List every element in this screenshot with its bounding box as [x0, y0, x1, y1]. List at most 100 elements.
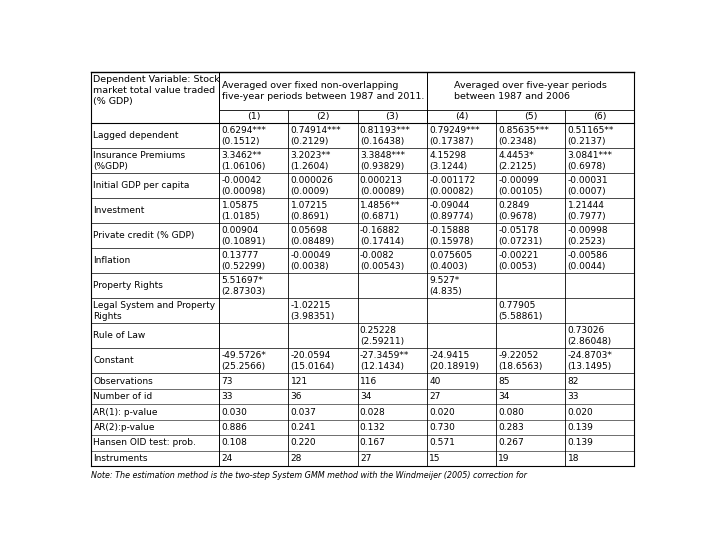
Text: 0.020: 0.020 — [567, 407, 593, 417]
Text: 0.886: 0.886 — [222, 423, 247, 432]
Text: 0.075605
(0.4003): 0.075605 (0.4003) — [429, 251, 472, 271]
Text: 34: 34 — [360, 392, 371, 401]
Text: 0.220: 0.220 — [291, 438, 316, 448]
Text: -0.00031
(0.0007): -0.00031 (0.0007) — [567, 176, 608, 196]
Text: 1.4856**
(0.6871): 1.4856** (0.6871) — [360, 201, 400, 221]
Text: Private credit (% GDP): Private credit (% GDP) — [93, 231, 195, 240]
Text: Dependent Variable: Stock
market total value traded
(% GDP): Dependent Variable: Stock market total v… — [93, 75, 220, 106]
Text: 121: 121 — [291, 376, 308, 386]
Text: 4.15298
(3.1244): 4.15298 (3.1244) — [429, 151, 467, 171]
Text: 33: 33 — [567, 392, 579, 401]
Text: -0.001172
(0.00082): -0.001172 (0.00082) — [429, 176, 475, 196]
Text: -24.9415
(20.18919): -24.9415 (20.18919) — [429, 351, 479, 371]
Text: -0.05178
(0.07231): -0.05178 (0.07231) — [498, 226, 542, 246]
Text: 116: 116 — [360, 376, 377, 386]
Text: 0.77905
(5.58861): 0.77905 (5.58861) — [498, 301, 542, 321]
Text: 34: 34 — [498, 392, 510, 401]
Text: -20.0594
(15.0164): -20.0594 (15.0164) — [291, 351, 335, 371]
Text: 33: 33 — [222, 392, 233, 401]
Text: 0.51165**
(0.2137): 0.51165** (0.2137) — [567, 126, 614, 146]
Text: 0.080: 0.080 — [498, 407, 524, 417]
Text: 18: 18 — [567, 454, 579, 463]
Text: (1): (1) — [247, 112, 261, 121]
Text: 0.05698
(0.08489): 0.05698 (0.08489) — [291, 226, 335, 246]
Text: -0.00099
(0.00105): -0.00099 (0.00105) — [498, 176, 542, 196]
Text: 9.527*
(4.835): 9.527* (4.835) — [429, 276, 462, 296]
Text: 36: 36 — [291, 392, 302, 401]
Text: 3.3462**
(1.06106): 3.3462** (1.06106) — [222, 151, 266, 171]
Text: -27.3459**
(12.1434): -27.3459** (12.1434) — [360, 351, 409, 371]
Text: 15: 15 — [429, 454, 440, 463]
Text: 1.21444
(0.7977): 1.21444 (0.7977) — [567, 201, 606, 221]
Text: 0.6294***
(0.1512): 0.6294*** (0.1512) — [222, 126, 266, 146]
Text: Initial GDP per capita: Initial GDP per capita — [93, 181, 190, 190]
Text: 85: 85 — [498, 376, 510, 386]
Text: 0.74914***
(0.2129): 0.74914*** (0.2129) — [291, 126, 341, 146]
Text: -0.16882
(0.17414): -0.16882 (0.17414) — [360, 226, 404, 246]
Text: 0.037: 0.037 — [291, 407, 316, 417]
Text: 0.139: 0.139 — [567, 423, 593, 432]
Text: -0.00998
(0.2523): -0.00998 (0.2523) — [567, 226, 608, 246]
Text: Note: The estimation method is the two-step System GMM method with the Windmeije: Note: The estimation method is the two-s… — [91, 471, 527, 480]
Text: Insurance Premiums
(%GDP): Insurance Premiums (%GDP) — [93, 151, 185, 171]
Text: 0.028: 0.028 — [360, 407, 386, 417]
Text: -0.0082
(0.00543): -0.0082 (0.00543) — [360, 251, 404, 271]
Text: Investment: Investment — [93, 206, 145, 215]
Text: 0.241: 0.241 — [291, 423, 316, 432]
Text: AR(2):p-value: AR(2):p-value — [93, 423, 155, 432]
Text: 82: 82 — [567, 376, 579, 386]
Text: 0.2849
(0.9678): 0.2849 (0.9678) — [498, 201, 537, 221]
Text: Observations: Observations — [93, 376, 153, 386]
Text: -0.09044
(0.89774): -0.09044 (0.89774) — [429, 201, 474, 221]
Text: (5): (5) — [524, 112, 537, 121]
Text: 73: 73 — [222, 376, 233, 386]
Text: 40: 40 — [429, 376, 440, 386]
Text: 0.132: 0.132 — [360, 423, 386, 432]
Text: 3.2023**
(1.2604): 3.2023** (1.2604) — [291, 151, 331, 171]
Text: (4): (4) — [455, 112, 468, 121]
Text: 0.73026
(2.86048): 0.73026 (2.86048) — [567, 326, 612, 346]
Text: (3): (3) — [385, 112, 399, 121]
Text: -0.00049
(0.0038): -0.00049 (0.0038) — [291, 251, 331, 271]
Text: 0.030: 0.030 — [222, 407, 247, 417]
Text: 1.05875
(1.0185): 1.05875 (1.0185) — [222, 201, 260, 221]
Text: Constant: Constant — [93, 356, 134, 366]
Text: (6): (6) — [593, 112, 607, 121]
Text: Hansen OID test: prob.: Hansen OID test: prob. — [93, 438, 196, 448]
Text: AR(1): p-value: AR(1): p-value — [93, 407, 158, 417]
Text: 0.730: 0.730 — [429, 423, 455, 432]
Text: 4.4453*
(2.2125): 4.4453* (2.2125) — [498, 151, 537, 171]
Text: -49.5726*
(25.2566): -49.5726* (25.2566) — [222, 351, 266, 371]
Text: Rule of Law: Rule of Law — [93, 331, 146, 341]
Text: Instruments: Instruments — [93, 454, 148, 463]
Text: Averaged over five-year periods
between 1987 and 2006: Averaged over five-year periods between … — [455, 81, 607, 101]
Text: 5.51697*
(2.87303): 5.51697* (2.87303) — [222, 276, 266, 296]
Text: 27: 27 — [429, 392, 440, 401]
Text: -0.15888
(0.15978): -0.15888 (0.15978) — [429, 226, 474, 246]
Text: 0.020: 0.020 — [429, 407, 455, 417]
Text: (2): (2) — [316, 112, 330, 121]
Text: -1.02215
(3.98351): -1.02215 (3.98351) — [291, 301, 335, 321]
Text: 0.000213
(0.00089): 0.000213 (0.00089) — [360, 176, 404, 196]
Text: -0.00221
(0.0053): -0.00221 (0.0053) — [498, 251, 539, 271]
Text: 28: 28 — [291, 454, 302, 463]
Text: 0.283: 0.283 — [498, 423, 524, 432]
Text: -9.22052
(18.6563): -9.22052 (18.6563) — [498, 351, 542, 371]
Text: -24.8703*
(13.1495): -24.8703* (13.1495) — [567, 351, 612, 371]
Text: 24: 24 — [222, 454, 233, 463]
Text: Inflation: Inflation — [93, 256, 131, 265]
Text: 0.25228
(2.59211): 0.25228 (2.59211) — [360, 326, 404, 346]
Text: Number of id: Number of id — [93, 392, 153, 401]
Text: -0.00042
(0.00098): -0.00042 (0.00098) — [222, 176, 266, 196]
Text: 0.139: 0.139 — [567, 438, 593, 448]
Text: Averaged over fixed non-overlapping
five-year periods between 1987 and 2011.: Averaged over fixed non-overlapping five… — [222, 81, 424, 101]
Text: 0.167: 0.167 — [360, 438, 386, 448]
Text: Legal System and Property
Rights: Legal System and Property Rights — [93, 301, 215, 321]
Text: 0.108: 0.108 — [222, 438, 247, 448]
Text: -0.00586
(0.0044): -0.00586 (0.0044) — [567, 251, 608, 271]
Text: 0.79249***
(0.17387): 0.79249*** (0.17387) — [429, 126, 480, 146]
Text: 0.00904
(0.10891): 0.00904 (0.10891) — [222, 226, 266, 246]
Text: 3.3848***
(0.93829): 3.3848*** (0.93829) — [360, 151, 405, 171]
Text: 1.07215
(0.8691): 1.07215 (0.8691) — [291, 201, 329, 221]
Text: 27: 27 — [360, 454, 371, 463]
